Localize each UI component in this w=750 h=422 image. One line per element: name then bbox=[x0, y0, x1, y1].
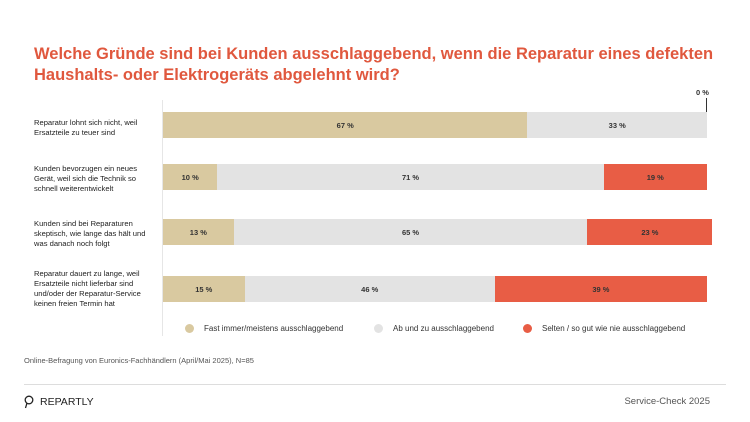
bar-segment: 46 % bbox=[244, 276, 495, 302]
chart-title: Welche Gründe sind bei Kunden ausschlagg… bbox=[34, 45, 714, 84]
repartly-logo-icon bbox=[24, 395, 34, 409]
logo-text: REPARTLY bbox=[40, 396, 94, 408]
legend-item-1: Ab und zu ausschlaggebend bbox=[374, 324, 494, 333]
data-label: 33 % bbox=[608, 120, 626, 130]
legend-swatch bbox=[185, 324, 194, 333]
legend-item-0: Fast immer/meistens ausschlaggebend bbox=[185, 324, 343, 333]
source-note: Online-Befragung von Euronics-Fachhändle… bbox=[24, 356, 254, 365]
bar-segment: 19 % bbox=[603, 164, 707, 190]
data-label: 71 % bbox=[401, 172, 420, 182]
bar-segment: 13 % bbox=[163, 219, 234, 245]
data-label: 10 % bbox=[181, 172, 199, 182]
bar-segment: 71 % bbox=[217, 164, 604, 190]
bar-segment: 67 % bbox=[163, 112, 528, 138]
y-axis-line bbox=[162, 100, 163, 336]
bar-segment: 15 % bbox=[163, 276, 245, 302]
footer-title: Service-Check 2025 bbox=[624, 396, 710, 407]
data-label: 65 % bbox=[401, 227, 420, 237]
data-label: 15 % bbox=[195, 284, 213, 294]
category-label: Reparatur lohnt sich nicht, weil Ersatzt… bbox=[34, 118, 138, 137]
data-label: 19 % bbox=[646, 172, 664, 182]
legend-swatch bbox=[374, 324, 383, 333]
bar-segment: 23 % bbox=[587, 219, 713, 245]
data-label: 23 % bbox=[641, 227, 659, 237]
legend-label: Selten / so gut wie nie ausschlaggebend bbox=[542, 324, 686, 333]
data-label: 46 % bbox=[361, 284, 379, 294]
bar-segment: 10 % bbox=[163, 164, 218, 190]
legend-swatch bbox=[523, 324, 532, 333]
legend-label: Fast immer/meistens ausschlaggebend bbox=[204, 324, 344, 333]
data-label: 13 % bbox=[189, 227, 207, 237]
footer-divider bbox=[24, 384, 726, 385]
zero-label: 0 % bbox=[696, 88, 709, 97]
zero-marker-tick bbox=[706, 98, 707, 112]
legend-label: Ab und zu ausschlaggebend bbox=[393, 324, 494, 333]
bar-segment: 33 % bbox=[527, 112, 707, 138]
category-label: Kunden bevorzugen ein neues Gerät, weil … bbox=[34, 164, 138, 193]
category-label: Reparatur dauert zu lange, weil Ersatzte… bbox=[34, 269, 141, 308]
bar-segment: 65 % bbox=[233, 219, 588, 245]
bar-segment: 39 % bbox=[494, 276, 707, 302]
data-label: 39 % bbox=[592, 284, 610, 294]
legend-item-2: Selten / so gut wie nie ausschlaggebend bbox=[523, 324, 685, 333]
category-label: Kunden sind bei Reparaturen skeptisch, w… bbox=[34, 219, 146, 248]
repartly-logo: REPARTLY bbox=[24, 395, 94, 409]
data-label: 67 % bbox=[336, 120, 354, 130]
